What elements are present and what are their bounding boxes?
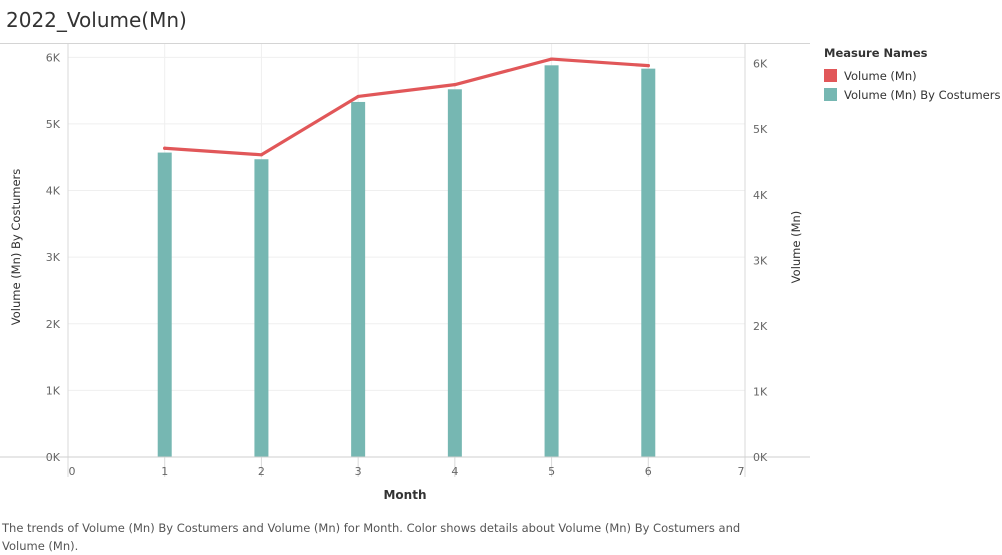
line-point-1 (163, 146, 167, 150)
y-left-tick-label: 1K (46, 384, 61, 397)
line-volume (163, 57, 650, 157)
line-point-6 (646, 64, 650, 68)
y-left-tick-label: 6K (46, 51, 61, 64)
line-point-2 (259, 153, 264, 157)
y-axis-right-title: Volume (Mn) (789, 211, 803, 284)
bar-1 (157, 152, 172, 457)
y-right-tick-label: 4K (753, 189, 768, 202)
chart-caption: The trends of Volume (Mn) By Costumers a… (2, 521, 741, 553)
x-tick-label: 1 (161, 465, 168, 478)
legend-item-volume[interactable]: Volume (Mn) (824, 66, 1000, 85)
x-tick-label: 2 (258, 465, 265, 478)
y-right-tick-label: 2K (753, 320, 768, 333)
legend-label-volume-by-costumers: Volume (Mn) By Costumers (844, 87, 1001, 102)
y-left-tick-label: 2K (46, 318, 61, 331)
bar-3 (351, 101, 366, 458)
x-tick-label: 5 (548, 465, 555, 478)
y-left-tick-label: 3K (46, 251, 61, 264)
y-right-tick-label: 1K (753, 385, 768, 398)
x-tick-label: 3 (355, 465, 362, 478)
bar-5 (544, 65, 559, 457)
y-left-tick-label: 5K (46, 118, 61, 131)
y-axis-left-title: Volume (Mn) By Costumers (9, 169, 23, 325)
x-tick-label: 6 (645, 465, 652, 478)
legend-item-volume-by-costumers[interactable]: Volume (Mn) By Costumers (824, 85, 1000, 104)
tick-labels: 0K 1K 2K 3K 4K 5K 6K 0K 1K 2K 3K 4K 5K 6K 0 1 2 3 4 5 6 7 (46, 51, 768, 478)
title-divider (0, 43, 810, 44)
x-tick-label: 0 (69, 465, 76, 478)
x-tick-label: 4 (451, 465, 458, 478)
bar-4 (447, 89, 462, 457)
bar-series (157, 65, 656, 458)
legend-title: Measure Names (824, 46, 928, 60)
bar-6 (641, 68, 656, 457)
y-left-tick-label: 4K (46, 185, 61, 198)
y-left-tick-label: 0K (46, 451, 61, 464)
y-right-tick-label: 0K (753, 451, 768, 464)
line-point-4 (453, 83, 457, 87)
y-right-tick-label: 6K (753, 58, 768, 71)
y-right-tick-label: 3K (753, 254, 768, 267)
axes (0, 44, 810, 477)
legend-swatch-volume (824, 69, 837, 82)
x-tick-label: 7 (738, 465, 745, 478)
y-right-tick-label: 5K (753, 123, 768, 136)
chart-svg: 0K 1K 2K 3K 4K 5K 6K 0K 1K 2K 3K 4K 5K 6K 0 1 2 3 4 5 6 7 Vol… (0, 44, 810, 502)
x-axis-title: Month (383, 488, 426, 502)
bar-2 (254, 159, 269, 457)
line-series (163, 57, 650, 157)
legend-label-volume: Volume (Mn) (844, 68, 917, 83)
legend-swatch-volume-by-costumers (824, 88, 837, 101)
line-point-5 (549, 57, 554, 61)
legend: Measure Names Volume (Mn) Volume (Mn) By… (824, 46, 1000, 104)
line-point-3 (356, 94, 360, 99)
chart-title: 2022_Volume(Mn) (6, 8, 187, 32)
